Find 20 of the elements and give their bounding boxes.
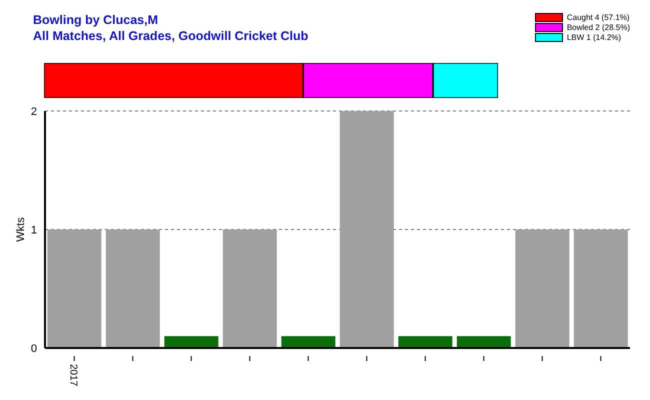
bar bbox=[456, 336, 511, 348]
y-axis-title: Wkts bbox=[14, 216, 27, 242]
chart-title: Bowling by Clucas,M bbox=[33, 12, 160, 28]
chart-subtitle: All Matches, All Grades, Goodwill Cricket Club bbox=[33, 28, 308, 44]
y-tick-label: 1 bbox=[30, 224, 37, 236]
legend-label: Bowled 2 (28.5%) bbox=[566, 22, 630, 32]
y-tick-label: 2 bbox=[30, 106, 37, 118]
legend-label: LBW 1 (14.2%) bbox=[566, 32, 622, 42]
bar bbox=[515, 230, 570, 348]
bar bbox=[398, 336, 452, 348]
bar bbox=[281, 336, 336, 348]
bar bbox=[106, 230, 160, 348]
bar bbox=[222, 230, 277, 348]
y-tick-label: 0 bbox=[30, 342, 37, 355]
bar bbox=[164, 336, 218, 348]
bar bbox=[574, 230, 628, 348]
x-tick-label: 2017 bbox=[67, 364, 78, 387]
bar bbox=[340, 111, 394, 348]
bar bbox=[47, 230, 102, 348]
legend-label: Caught 4 (57.1%) bbox=[566, 12, 630, 22]
